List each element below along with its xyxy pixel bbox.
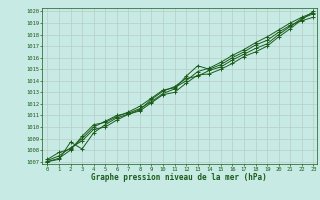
X-axis label: Graphe pression niveau de la mer (hPa): Graphe pression niveau de la mer (hPa) (91, 173, 267, 182)
